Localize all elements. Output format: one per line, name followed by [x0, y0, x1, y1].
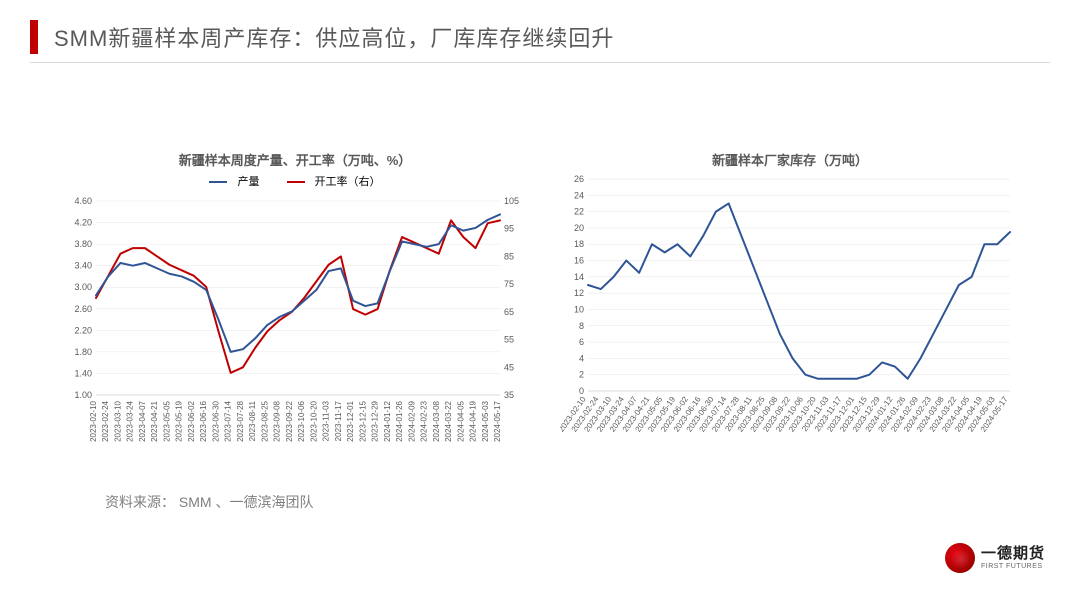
svg-text:3.80: 3.80: [74, 239, 92, 249]
svg-text:2024-04-05: 2024-04-05: [456, 400, 465, 441]
right-chart-title: 新疆样本厂家库存（万吨）: [560, 150, 1020, 169]
svg-text:105: 105: [504, 196, 519, 206]
svg-text:24: 24: [574, 190, 584, 200]
left-chart-title: 新疆样本周度产量、开工率（万吨、%）: [60, 150, 530, 169]
svg-text:2024-03-22: 2024-03-22: [444, 400, 453, 441]
svg-text:55: 55: [504, 335, 514, 345]
svg-text:2023-06-16: 2023-06-16: [199, 400, 208, 441]
svg-text:2024-03-08: 2024-03-08: [432, 400, 441, 441]
svg-text:2023-07-28: 2023-07-28: [236, 400, 245, 441]
svg-text:2024-05-17: 2024-05-17: [493, 400, 502, 441]
logo-en: FIRST FUTURES: [981, 563, 1045, 570]
svg-text:2023-06-02: 2023-06-02: [187, 400, 196, 441]
svg-text:1.40: 1.40: [74, 368, 92, 378]
svg-text:2023-10-20: 2023-10-20: [309, 400, 318, 441]
svg-text:3.40: 3.40: [74, 261, 92, 271]
svg-text:45: 45: [504, 362, 514, 372]
legend-item-rate: 开工率（右）: [281, 176, 387, 188]
left-chart-svg: 1.00 1.40 1.80 2.20 2.60 3.00 3.40 3.80 4.20 4.60…: [60, 195, 530, 485]
right-chart: 新疆样本厂家库存（万吨） 024681012141618202224262023…: [560, 150, 1020, 485]
svg-text:10: 10: [574, 304, 584, 314]
title-accent-bar: [30, 20, 38, 54]
logo-text: 一德期货 FIRST FUTURES: [981, 546, 1045, 570]
svg-text:2023-05-05: 2023-05-05: [162, 400, 171, 441]
svg-text:8: 8: [579, 321, 584, 331]
svg-text:2023-10-06: 2023-10-06: [297, 400, 306, 441]
header-divider: [30, 62, 1050, 63]
svg-text:2023-04-21: 2023-04-21: [150, 400, 159, 441]
svg-text:2023-08-25: 2023-08-25: [260, 400, 269, 441]
charts-container: 新疆样本周度产量、开工率（万吨、%） 产量 开工率（右） 1.00 1.40 1.8…: [60, 150, 1020, 485]
svg-text:2023-06-30: 2023-06-30: [211, 400, 220, 441]
svg-text:85: 85: [504, 251, 514, 261]
svg-text:0: 0: [579, 386, 584, 396]
svg-text:2023-02-10: 2023-02-10: [89, 400, 98, 441]
svg-text:2023-02-24: 2023-02-24: [101, 400, 110, 441]
svg-text:6: 6: [579, 337, 584, 347]
svg-text:2023-09-22: 2023-09-22: [285, 400, 294, 441]
svg-text:1.00: 1.00: [74, 390, 92, 400]
legend-item-production: 产量: [203, 176, 265, 188]
svg-text:3.00: 3.00: [74, 282, 92, 292]
svg-text:14: 14: [574, 272, 584, 282]
svg-text:2: 2: [579, 370, 584, 380]
svg-text:2023-12-29: 2023-12-29: [371, 400, 380, 441]
svg-text:2024-02-23: 2024-02-23: [420, 400, 429, 441]
svg-text:4.60: 4.60: [74, 196, 92, 206]
svg-text:2023-11-17: 2023-11-17: [334, 400, 343, 441]
svg-text:2024-04-19: 2024-04-19: [469, 400, 478, 441]
svg-text:26: 26: [574, 174, 584, 184]
svg-text:2024-02-09: 2024-02-09: [407, 400, 416, 441]
left-chart-legend: 产量 开工率（右）: [60, 173, 530, 189]
svg-text:2023-11-03: 2023-11-03: [322, 400, 331, 441]
svg-text:1.80: 1.80: [74, 347, 92, 357]
svg-text:2023-03-24: 2023-03-24: [126, 400, 135, 441]
svg-text:2024-01-12: 2024-01-12: [383, 400, 392, 441]
svg-text:65: 65: [504, 307, 514, 317]
svg-text:2023-05-19: 2023-05-19: [175, 400, 184, 441]
svg-text:2023-07-14: 2023-07-14: [224, 400, 233, 441]
svg-text:2024-01-26: 2024-01-26: [395, 400, 404, 441]
svg-text:2024-05-03: 2024-05-03: [481, 400, 490, 441]
svg-text:4: 4: [579, 353, 584, 363]
svg-text:95: 95: [504, 224, 514, 234]
svg-text:2023-09-08: 2023-09-08: [273, 400, 282, 441]
source-label: 资料来源： SMM 、一德滨海团队: [105, 492, 313, 512]
svg-text:22: 22: [574, 207, 584, 217]
svg-text:4.20: 4.20: [74, 218, 92, 228]
logo-mark-icon: [945, 543, 975, 573]
svg-text:2023-08-11: 2023-08-11: [248, 400, 257, 441]
svg-text:18: 18: [574, 239, 584, 249]
right-chart-svg: 024681012141618202224262023-02-102023-02…: [560, 173, 1020, 481]
brand-logo: 一德期货 FIRST FUTURES: [945, 543, 1045, 573]
svg-text:2023-04-07: 2023-04-07: [138, 400, 147, 441]
left-chart: 新疆样本周度产量、开工率（万吨、%） 产量 开工率（右） 1.00 1.40 1.8…: [60, 150, 530, 485]
page-header: SMM新疆样本周产库存：供应高位，厂库库存继续回升: [30, 20, 1050, 54]
svg-text:2023-12-01: 2023-12-01: [346, 400, 355, 441]
svg-text:20: 20: [574, 223, 584, 233]
svg-text:2023-03-10: 2023-03-10: [113, 400, 122, 441]
svg-text:2023-12-15: 2023-12-15: [358, 400, 367, 441]
svg-text:2.60: 2.60: [74, 304, 92, 314]
svg-text:35: 35: [504, 390, 514, 400]
page-title: SMM新疆样本周产库存：供应高位，厂库库存继续回升: [54, 21, 614, 53]
svg-text:2.20: 2.20: [74, 325, 92, 335]
svg-text:75: 75: [504, 279, 514, 289]
logo-cn: 一德期货: [981, 546, 1045, 561]
svg-text:12: 12: [574, 288, 584, 298]
svg-text:16: 16: [574, 256, 584, 266]
